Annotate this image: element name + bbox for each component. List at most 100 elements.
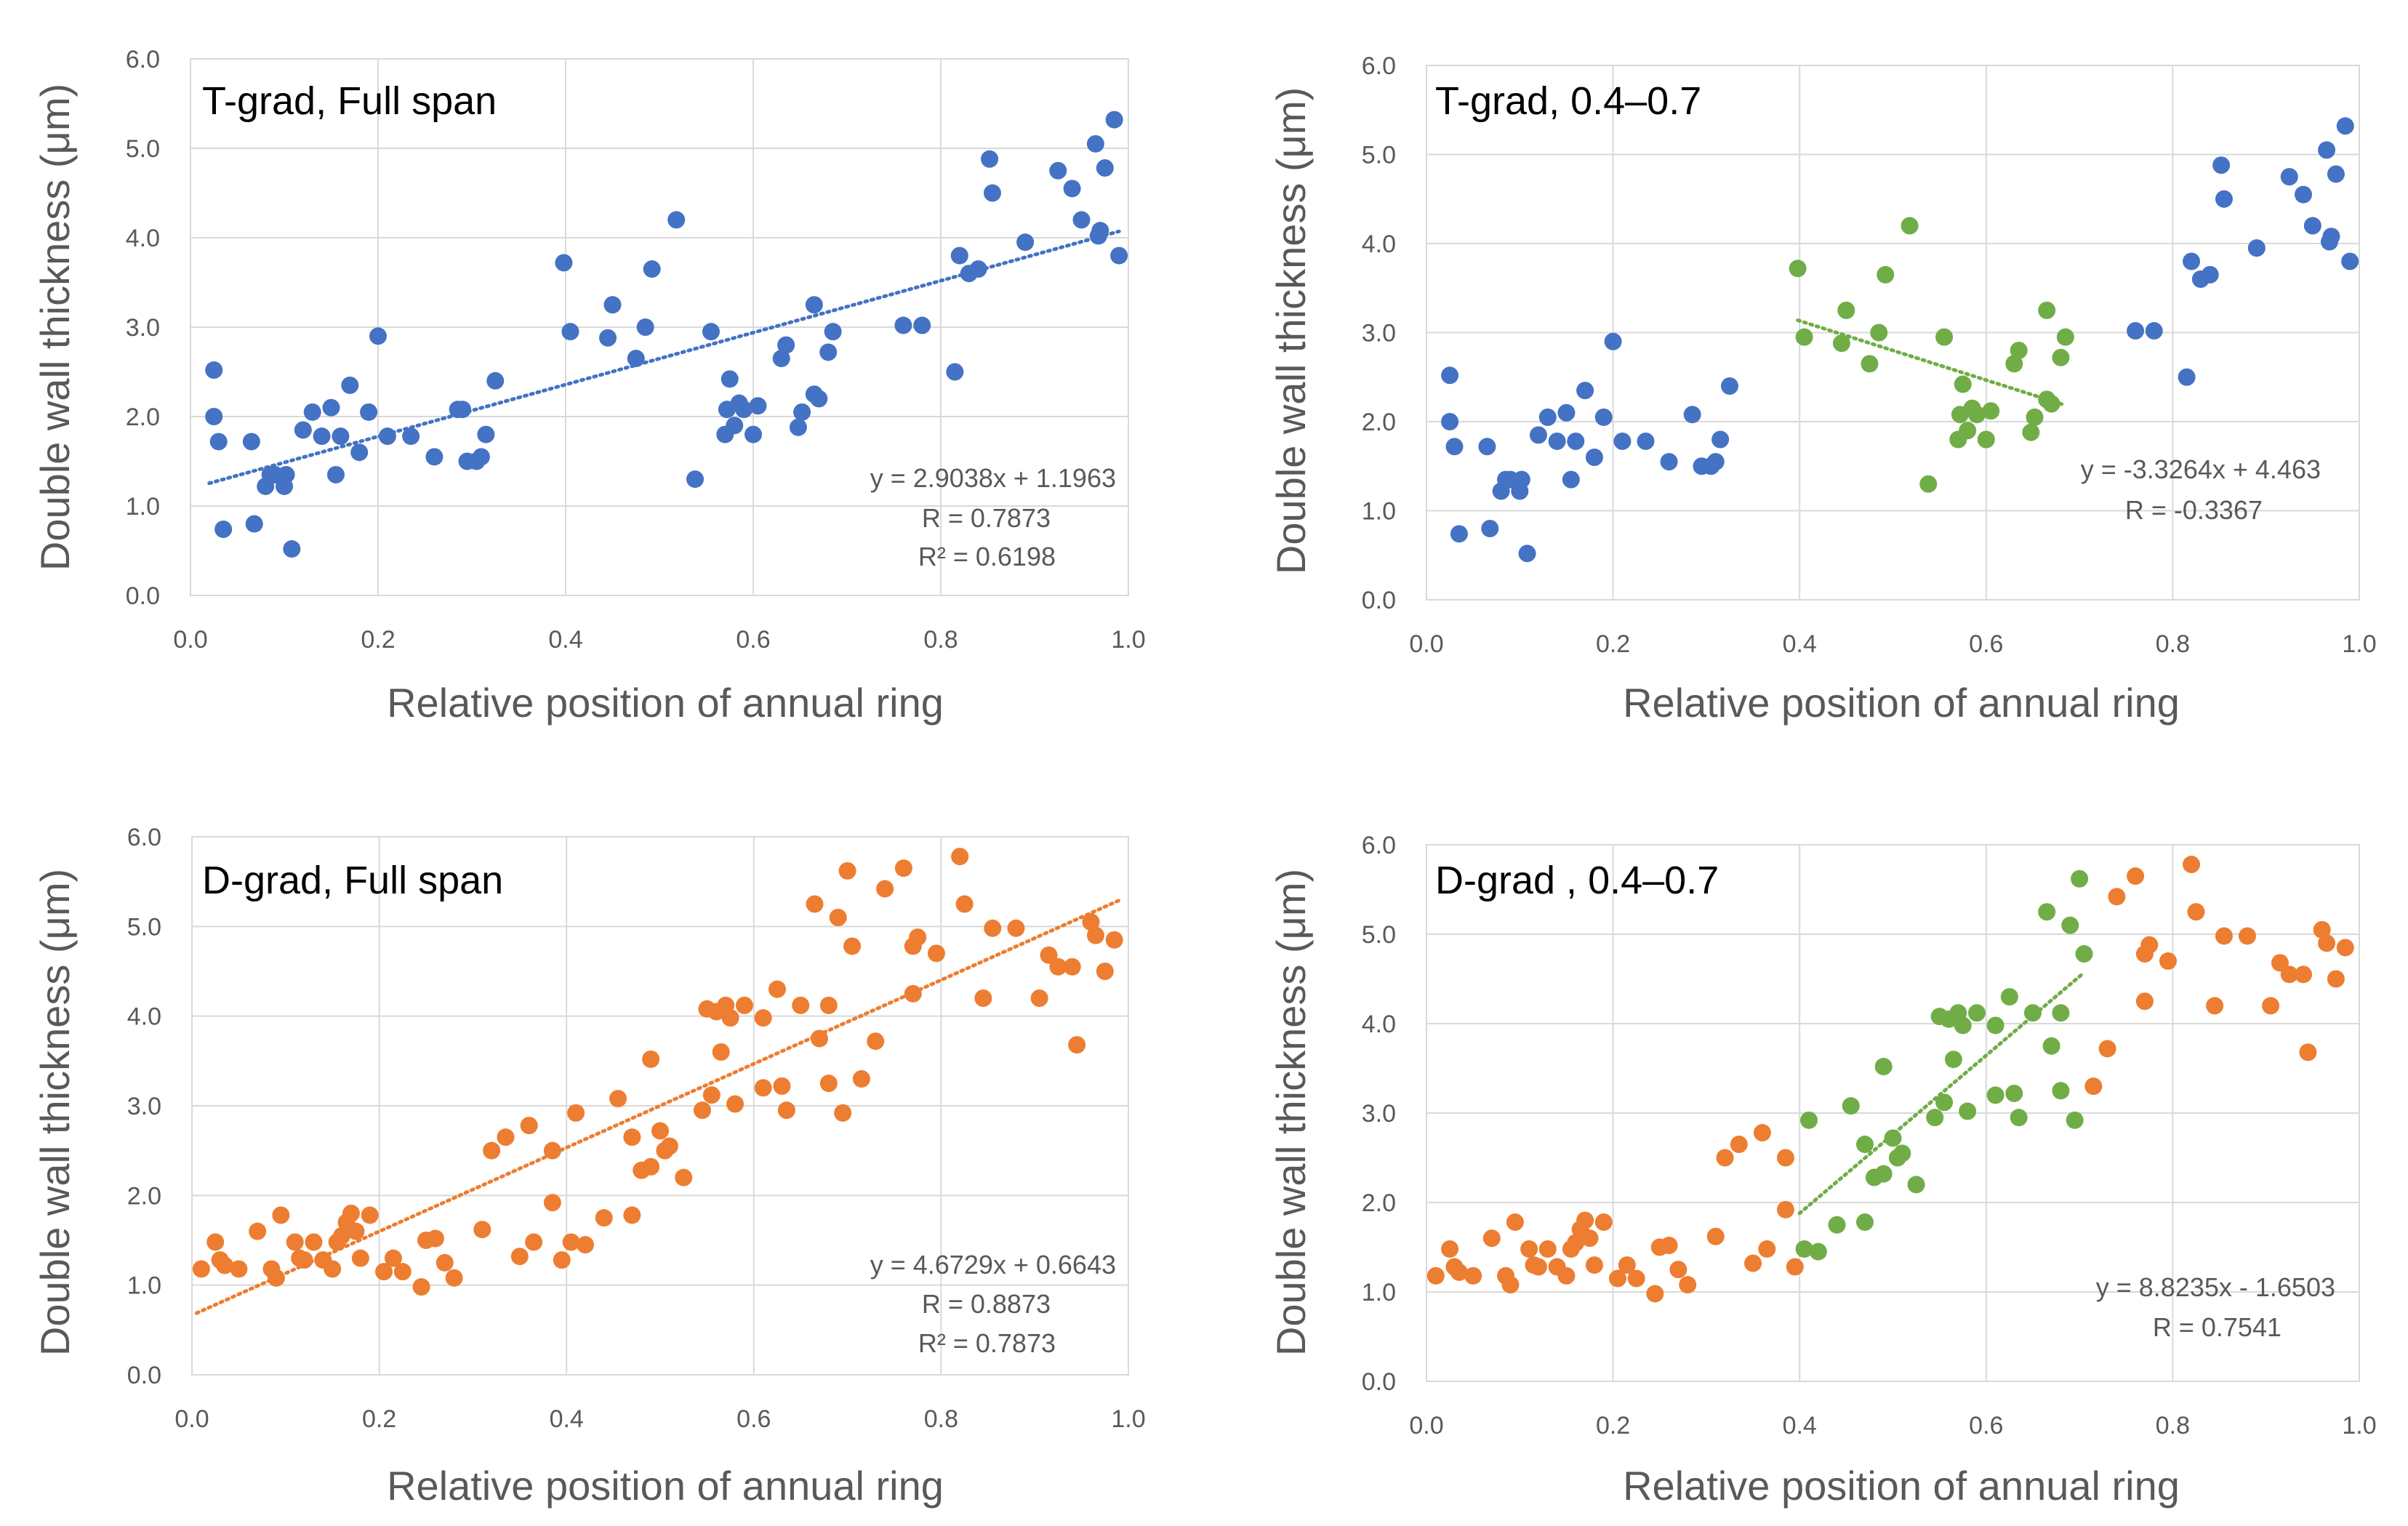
data-point bbox=[1518, 545, 1536, 563]
data-point bbox=[1926, 1109, 1944, 1127]
data-point bbox=[1441, 1240, 1459, 1258]
gridlines bbox=[1426, 844, 2360, 1382]
correlation-r: R = -0.3367 bbox=[2125, 495, 2263, 525]
data-point bbox=[2178, 368, 2196, 386]
x-tick-label: 1.0 bbox=[2342, 1412, 2376, 1439]
data-point bbox=[712, 1043, 730, 1061]
data-point bbox=[843, 937, 862, 955]
data-point bbox=[214, 520, 233, 538]
data-point bbox=[1557, 403, 1576, 422]
data-point bbox=[1585, 449, 1603, 466]
data-point bbox=[1786, 1258, 1804, 1276]
y-tick-label: 2.0 bbox=[1362, 409, 1396, 436]
data-point bbox=[436, 1253, 454, 1272]
data-point bbox=[1679, 1276, 1697, 1294]
data-point bbox=[2127, 322, 2145, 340]
data-point bbox=[1660, 1237, 1678, 1255]
series-orange bbox=[192, 848, 1123, 1296]
y-tick-label: 0.0 bbox=[1362, 1368, 1396, 1396]
data-point bbox=[686, 470, 705, 489]
x-tick-label: 0.4 bbox=[550, 1405, 584, 1433]
data-point bbox=[1954, 375, 1972, 393]
data-point bbox=[2201, 265, 2219, 284]
x-tick-label: 0.2 bbox=[1596, 630, 1630, 658]
x-axis-title: Relative position of annual ring bbox=[1623, 680, 2180, 726]
data-point bbox=[303, 403, 321, 421]
x-tick-label: 0.6 bbox=[1969, 630, 2003, 658]
data-point bbox=[1105, 111, 1123, 129]
data-point bbox=[342, 1205, 360, 1222]
data-point bbox=[2280, 168, 2298, 186]
data-point bbox=[693, 1101, 711, 1120]
data-point bbox=[283, 540, 301, 558]
x-tick-label: 0.0 bbox=[174, 1405, 209, 1433]
data-point bbox=[623, 1128, 641, 1146]
series-orange bbox=[1426, 856, 2354, 1303]
data-point bbox=[838, 862, 856, 880]
data-point bbox=[1720, 377, 1738, 395]
data-point bbox=[351, 1249, 369, 1267]
data-point bbox=[667, 211, 686, 229]
plot-area-frame bbox=[1426, 844, 2360, 1382]
data-point bbox=[810, 390, 828, 408]
data-point bbox=[445, 1269, 463, 1287]
data-point bbox=[1445, 438, 1464, 456]
data-point bbox=[1877, 265, 1895, 284]
series-green bbox=[1789, 217, 2074, 493]
data-point bbox=[2010, 1109, 2028, 1127]
plot-area-frame bbox=[191, 836, 1129, 1376]
data-point bbox=[562, 1233, 580, 1251]
data-point bbox=[1450, 525, 1468, 543]
data-point bbox=[2159, 952, 2177, 970]
data-point bbox=[1482, 1229, 1501, 1248]
data-point bbox=[341, 376, 359, 394]
data-point bbox=[426, 1229, 444, 1248]
data-point bbox=[472, 448, 490, 466]
data-point bbox=[1907, 1176, 1925, 1194]
x-tick-label: 0.8 bbox=[2156, 1412, 2190, 1439]
data-point bbox=[2140, 936, 2159, 954]
trendline bbox=[207, 229, 1121, 486]
data-point bbox=[2327, 165, 2345, 183]
data-point bbox=[1072, 211, 1091, 229]
data-point bbox=[852, 1070, 870, 1088]
data-point bbox=[543, 1194, 561, 1212]
y-tick-label: 0.0 bbox=[1362, 587, 1396, 614]
data-point bbox=[1604, 332, 1622, 350]
data-point bbox=[946, 363, 964, 381]
data-point bbox=[1856, 1136, 1874, 1154]
y-tick-label: 0.0 bbox=[127, 1362, 161, 1389]
y-tick-label: 4.0 bbox=[127, 1003, 161, 1031]
data-point bbox=[2303, 217, 2321, 235]
data-point bbox=[2127, 867, 2145, 886]
data-point bbox=[1594, 1213, 1613, 1232]
data-point bbox=[1683, 406, 1701, 424]
data-point bbox=[2038, 301, 2056, 319]
x-tick-label: 0.2 bbox=[362, 1405, 396, 1433]
trendline bbox=[1796, 318, 2068, 407]
data-point bbox=[313, 427, 331, 446]
data-point bbox=[2318, 934, 2336, 952]
data-point bbox=[819, 996, 838, 1014]
data-point bbox=[360, 403, 378, 421]
data-point bbox=[1730, 1136, 1748, 1154]
data-point bbox=[245, 515, 263, 533]
x-tick-label: 1.0 bbox=[1111, 626, 1145, 654]
data-point bbox=[1609, 1269, 1627, 1288]
data-point bbox=[2084, 1077, 2103, 1096]
data-point bbox=[206, 1233, 225, 1251]
regression-equation: y = 2.9038x + 1.1963 bbox=[870, 463, 1116, 493]
data-point bbox=[792, 996, 810, 1014]
data-point bbox=[286, 1233, 304, 1251]
data-point bbox=[1986, 1086, 2004, 1104]
data-point bbox=[1426, 1266, 1445, 1285]
data-point bbox=[1086, 926, 1104, 944]
data-point bbox=[1795, 328, 1813, 346]
x-tick-label: 0.0 bbox=[1409, 630, 1443, 658]
data-point bbox=[1049, 161, 1067, 180]
data-point bbox=[2038, 903, 2056, 921]
data-point bbox=[1512, 470, 1530, 489]
x-tick-label: 0.6 bbox=[1969, 1412, 2003, 1439]
data-point bbox=[375, 1263, 393, 1281]
data-point bbox=[867, 1032, 885, 1051]
